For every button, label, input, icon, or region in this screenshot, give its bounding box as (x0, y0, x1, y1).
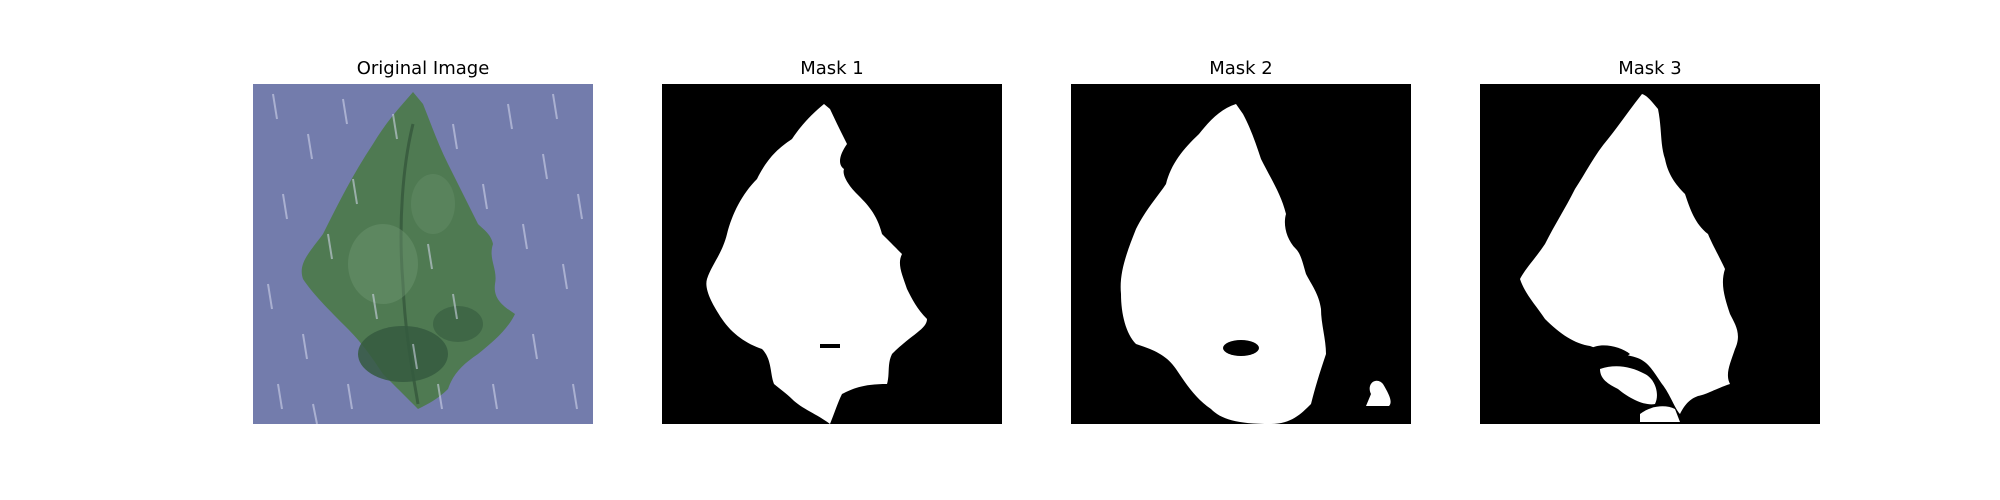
mask-foreground-region (706, 104, 927, 424)
panel-title: Original Image (356, 58, 490, 79)
panel-title: Mask 3 (1618, 58, 1682, 79)
panel-title: Mask 1 (800, 58, 864, 79)
rain-streaks (267, 93, 583, 424)
mask-1-image (662, 84, 1002, 424)
mask-2-image (1071, 84, 1411, 424)
mask-foreground-region (1520, 94, 1738, 414)
panel-title: Mask 2 (1209, 58, 1273, 79)
mask-foreground-region (1120, 104, 1326, 424)
mask-3-image (1480, 84, 1820, 424)
original-leaf-image (253, 84, 593, 424)
